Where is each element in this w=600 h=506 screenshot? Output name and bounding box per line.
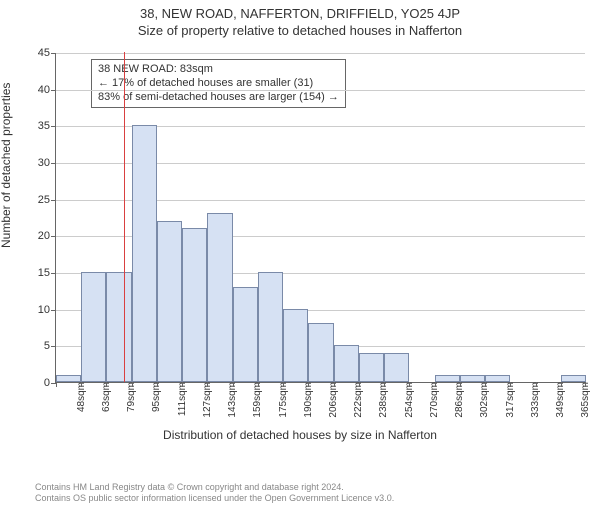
ytick-label: 15 [38, 267, 56, 279]
reference-line [124, 52, 125, 382]
xtick-mark [81, 382, 82, 387]
xtick-label: 95sqm [148, 382, 162, 412]
ytick-label: 25 [38, 194, 56, 206]
ytick-label: 35 [38, 120, 56, 132]
xtick-mark [359, 382, 360, 387]
chart-container: Number of detached properties 38 NEW ROA… [0, 48, 600, 448]
footer-line2: Contains OS public sector information li… [35, 493, 600, 504]
xtick-mark [561, 382, 562, 387]
xtick-label: 175sqm [275, 382, 289, 418]
xtick-label: 190sqm [300, 382, 314, 418]
page-title-line1: 38, NEW ROAD, NAFFERTON, DRIFFIELD, YO25… [0, 6, 600, 21]
xtick-label: 111sqm [174, 382, 188, 416]
x-axis-label: Distribution of detached houses by size … [0, 428, 600, 442]
xtick-label: 349sqm [552, 382, 566, 418]
xtick-mark [207, 382, 208, 387]
xtick-label: 127sqm [199, 382, 213, 418]
ytick-label: 20 [38, 230, 56, 242]
histogram-bar [283, 309, 308, 382]
histogram-bar [258, 272, 283, 382]
histogram-bar [56, 375, 81, 382]
histogram-bar [359, 353, 384, 382]
plot-area: 38 NEW ROAD: 83sqm← 17% of detached hous… [55, 53, 585, 383]
xtick-label: 48sqm [73, 382, 87, 412]
xtick-mark [182, 382, 183, 387]
histogram-bar [435, 375, 460, 382]
histogram-bar [132, 125, 157, 382]
xtick-label: 222sqm [350, 382, 364, 418]
xtick-label: 143sqm [224, 382, 238, 418]
page-title-line2: Size of property relative to detached ho… [0, 23, 600, 38]
xtick-label: 270sqm [426, 382, 440, 418]
xtick-mark [132, 382, 133, 387]
xtick-label: 365sqm [577, 382, 591, 418]
histogram-bar [157, 221, 182, 382]
xtick-mark [334, 382, 335, 387]
xtick-mark [536, 382, 537, 387]
histogram-bar [81, 272, 106, 382]
xtick-label: 206sqm [325, 382, 339, 418]
ytick-label: 45 [38, 47, 56, 59]
histogram-bar [334, 345, 359, 382]
xtick-label: 63sqm [98, 382, 112, 412]
ytick-label: 10 [38, 304, 56, 316]
xtick-label: 286sqm [451, 382, 465, 418]
ytick-label: 30 [38, 157, 56, 169]
histogram-bar [106, 272, 131, 382]
xtick-mark [510, 382, 511, 387]
xtick-label: 317sqm [502, 382, 516, 418]
xtick-mark [157, 382, 158, 387]
annotation-box: 38 NEW ROAD: 83sqm← 17% of detached hous… [91, 59, 346, 108]
annotation-line: 38 NEW ROAD: 83sqm [98, 63, 339, 77]
xtick-mark [485, 382, 486, 387]
histogram-bar [182, 228, 207, 382]
gridline-h [56, 53, 585, 54]
xtick-mark [233, 382, 234, 387]
histogram-bar [460, 375, 485, 382]
ytick-label: 5 [44, 340, 56, 352]
xtick-mark [308, 382, 309, 387]
xtick-label: 159sqm [249, 382, 263, 418]
xtick-mark [258, 382, 259, 387]
xtick-mark [106, 382, 107, 387]
xtick-mark [56, 382, 57, 387]
xtick-mark [283, 382, 284, 387]
histogram-bar [561, 375, 586, 382]
histogram-bar [485, 375, 510, 382]
attribution-footer: Contains HM Land Registry data © Crown c… [0, 482, 600, 504]
annotation-line: ← 17% of detached houses are smaller (31… [98, 77, 339, 91]
histogram-bar [384, 353, 409, 382]
gridline-h [56, 90, 585, 91]
xtick-label: 79sqm [123, 382, 137, 412]
histogram-bar [233, 287, 258, 382]
histogram-bar [308, 323, 333, 382]
xtick-mark [435, 382, 436, 387]
y-axis-label: Number of detached properties [0, 83, 13, 248]
xtick-mark [585, 382, 586, 387]
ytick-label: 40 [38, 84, 56, 96]
xtick-mark [384, 382, 385, 387]
histogram-bar [207, 213, 232, 382]
xtick-mark [409, 382, 410, 387]
xtick-label: 302sqm [476, 382, 490, 418]
xtick-label: 238sqm [375, 382, 389, 418]
xtick-label: 254sqm [401, 382, 415, 418]
ytick-label: 0 [44, 377, 56, 389]
xtick-label: 333sqm [527, 382, 541, 418]
annotation-line: 83% of semi-detached houses are larger (… [98, 91, 339, 105]
xtick-mark [460, 382, 461, 387]
footer-line1: Contains HM Land Registry data © Crown c… [35, 482, 600, 493]
